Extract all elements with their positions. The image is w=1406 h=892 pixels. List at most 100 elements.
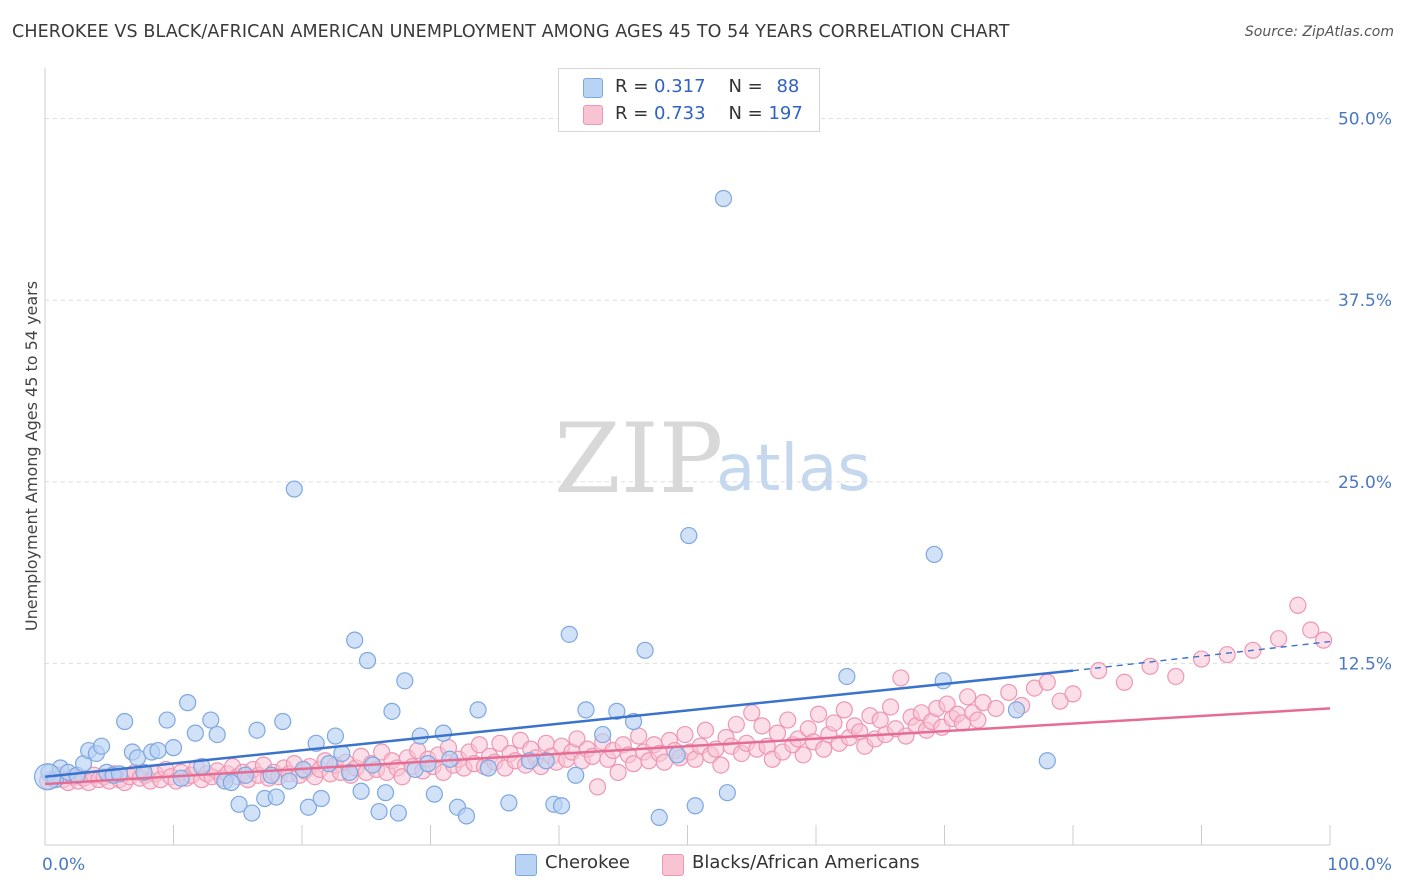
cherokee-point bbox=[383, 702, 401, 720]
n-label: N = bbox=[728, 103, 763, 124]
cherokee-point bbox=[340, 763, 359, 781]
black-point bbox=[815, 740, 833, 758]
cherokee-point bbox=[376, 784, 395, 802]
black-point bbox=[987, 699, 1005, 718]
black-point bbox=[1167, 667, 1185, 686]
black-point bbox=[1192, 650, 1211, 668]
cherokee-point bbox=[594, 725, 612, 744]
black-swatch bbox=[583, 105, 603, 125]
black-point bbox=[1051, 692, 1069, 710]
r-label: R = bbox=[615, 76, 649, 97]
cherokee-point bbox=[326, 727, 345, 745]
r-value-black: 0.733 bbox=[654, 103, 706, 124]
series-black-points bbox=[38, 596, 1333, 796]
cherokee-point bbox=[680, 526, 698, 545]
cherokee-point bbox=[925, 545, 943, 564]
watermark-zip: ZIP bbox=[554, 403, 723, 515]
tick-labels: 12.5% 25.0% 37.5% 50.0% 0.0% 100.0% bbox=[42, 110, 1392, 875]
cherokee-point bbox=[312, 789, 330, 808]
legend-label-black: Blacks/African Americans bbox=[692, 852, 920, 873]
black-point bbox=[1090, 662, 1108, 680]
y-tick-label: 25.0% bbox=[1338, 473, 1392, 493]
cherokee-point bbox=[370, 802, 388, 821]
cherokee-point bbox=[469, 701, 487, 719]
black-point bbox=[655, 753, 673, 771]
cherokee-point bbox=[236, 766, 255, 784]
cherokee-point bbox=[358, 651, 377, 670]
cherokee-legend-swatch bbox=[515, 854, 537, 876]
cherokee-point bbox=[299, 798, 318, 816]
cherokee-point bbox=[149, 741, 167, 760]
cherokee-point bbox=[172, 769, 190, 787]
stats-legend: R = 0.317 N = 88 R = 0.733 N = 197 bbox=[558, 68, 820, 132]
black-point bbox=[491, 734, 509, 752]
watermark: ZIP atlas bbox=[554, 403, 871, 515]
trend-lines bbox=[44, 640, 1331, 786]
black-point bbox=[779, 711, 797, 729]
cherokee-point bbox=[434, 724, 452, 742]
cherokee-point bbox=[537, 752, 555, 770]
cherokee-point bbox=[457, 807, 476, 825]
black-point bbox=[588, 778, 607, 796]
cherokee-point bbox=[479, 759, 497, 777]
black-point bbox=[393, 768, 411, 786]
cherokee-point bbox=[419, 755, 437, 773]
black-point bbox=[630, 727, 648, 745]
black-point bbox=[768, 724, 787, 742]
cherokee-point bbox=[577, 701, 595, 719]
cherokee-point bbox=[248, 721, 266, 739]
black-point bbox=[892, 669, 910, 687]
n-value-cherokee: 88 bbox=[776, 76, 800, 97]
black-point bbox=[676, 725, 694, 744]
y-tick-label: 12.5% bbox=[1338, 654, 1392, 674]
black-point bbox=[568, 730, 586, 748]
black-point bbox=[1302, 621, 1320, 639]
cherokee-point bbox=[135, 763, 153, 781]
cherokee-point bbox=[116, 712, 134, 731]
black-point bbox=[1115, 673, 1134, 691]
black-point bbox=[835, 701, 853, 719]
cherokee-point bbox=[346, 631, 364, 649]
black-point bbox=[1141, 657, 1159, 675]
black-point bbox=[809, 705, 828, 723]
cherokee-point bbox=[285, 480, 303, 498]
black-point bbox=[470, 736, 488, 754]
cherokee-point bbox=[714, 189, 733, 208]
cherokee-point bbox=[1038, 752, 1056, 770]
cherokee-point bbox=[274, 712, 292, 731]
cherokee-point bbox=[425, 785, 443, 803]
cherokee-point bbox=[243, 804, 261, 822]
black-point bbox=[969, 711, 987, 729]
chart-title: CHEROKEE VS BLACK/AFRICAN AMERICAN UNEMP… bbox=[12, 22, 1010, 42]
n-label: N = bbox=[728, 76, 763, 97]
cherokee-point bbox=[411, 727, 429, 745]
black-point bbox=[794, 746, 812, 764]
cherokee-point bbox=[718, 784, 736, 802]
cherokee-point bbox=[164, 739, 183, 757]
black-trend-line bbox=[44, 707, 1331, 786]
black-point bbox=[1038, 673, 1056, 691]
x-tick-label: 100.0% bbox=[1327, 855, 1392, 875]
cherokee-point bbox=[560, 625, 578, 643]
y-tick-label: 50.0% bbox=[1338, 110, 1392, 130]
cherokee-point bbox=[608, 702, 626, 720]
legend-label-cherokee: Cherokee bbox=[545, 852, 630, 873]
cherokee-point bbox=[1007, 701, 1026, 719]
black-point bbox=[959, 688, 977, 706]
black-point bbox=[743, 704, 761, 722]
black-point bbox=[881, 698, 900, 716]
cherokee-point bbox=[686, 797, 704, 815]
cherokee-point bbox=[567, 766, 585, 784]
watermark-atlas: atlas bbox=[716, 432, 871, 506]
cherokee-point bbox=[179, 694, 197, 712]
y-axis-label: Unemployment Among Ages 45 to 54 years bbox=[22, 281, 41, 631]
black-point bbox=[727, 715, 745, 734]
cherokee-point bbox=[552, 797, 571, 815]
black-point bbox=[753, 717, 771, 735]
cherokee-trend-line bbox=[44, 669, 1074, 778]
r-label: R = bbox=[615, 103, 649, 124]
cherokee-point bbox=[186, 724, 204, 742]
x-tick-label: 0.0% bbox=[42, 855, 85, 875]
cherokee-point bbox=[230, 795, 248, 813]
